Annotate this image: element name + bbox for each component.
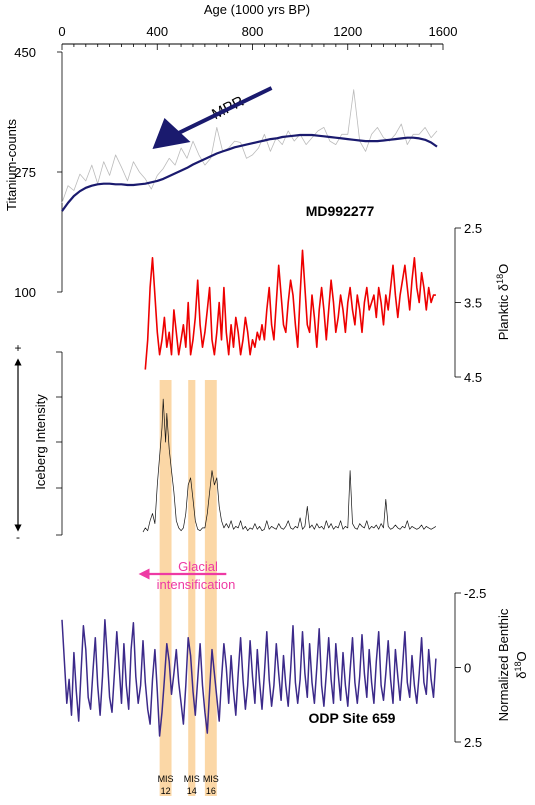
titanium-raw-line bbox=[61, 89, 438, 204]
benthic-line bbox=[61, 619, 437, 737]
panel-benthic: Normalized Benthic δ18O ODP Site 659 -2.… bbox=[61, 586, 529, 750]
benthic-y-axis-title-line1: Normalized Benthic bbox=[496, 608, 511, 721]
mis-band-label-bottom-0: 12 bbox=[161, 786, 171, 796]
planktic-y-tick-label-2.5: 2.5 bbox=[464, 221, 482, 236]
benthic-y-tick-label--2.5: -2.5 bbox=[464, 586, 486, 601]
mis-band-label-top-0: MIS bbox=[158, 774, 174, 784]
iceberg-plus-label: + bbox=[14, 341, 21, 355]
benthic-y-axis-title-delta: δ bbox=[514, 671, 529, 678]
planktic-y-axis-title: Planktic δ18O bbox=[495, 264, 511, 341]
panel-planktic: Planktic δ18O 2.5 3.5 4.5 bbox=[144, 221, 511, 385]
iceberg-line bbox=[142, 398, 437, 533]
mis-shaded-bands: MIS 12 MIS 14 MIS 16 bbox=[158, 380, 219, 796]
x-axis-title: Age (1000 yrs BP) bbox=[204, 2, 310, 17]
titanium-smoothed-line bbox=[61, 133, 438, 212]
planktic-line bbox=[144, 249, 436, 370]
mis-band-2 bbox=[204, 380, 217, 796]
mpr-arrow-shaft bbox=[173, 86, 273, 137]
glacial-intensification: Glacial intensification bbox=[138, 559, 236, 592]
x-tick-label-1600: 1600 bbox=[429, 24, 458, 39]
glacial-label-line1: Glacial bbox=[178, 559, 218, 574]
x-tick-label-0: 0 bbox=[58, 24, 65, 39]
x-axis: Age (1000 yrs BP) 0 400 800 1200 1600 bbox=[58, 2, 457, 50]
iceberg-minus-label: - bbox=[16, 530, 20, 544]
titanium-y-tick-label-100: 100 bbox=[14, 285, 36, 300]
iceberg-y-axis-title: Iceberg Intensity bbox=[33, 394, 48, 490]
benthic-y-axis-title-line2: δ18O bbox=[513, 651, 529, 678]
mis-band-label-bottom-1: 14 bbox=[187, 786, 197, 796]
x-tick-label-800: 800 bbox=[242, 24, 264, 39]
mis-band-label-bottom-2: 16 bbox=[206, 786, 216, 796]
planktic-y-axis-title-main: Planktic δ bbox=[496, 284, 511, 340]
benthic-y-tick-label-0: 0 bbox=[464, 661, 471, 676]
planktic-y-tick-label-3.5: 3.5 bbox=[464, 296, 482, 311]
mis-band-1 bbox=[188, 380, 196, 796]
x-tick-label-1200: 1200 bbox=[333, 24, 362, 39]
benthic-y-axis-title-sup: 18 bbox=[513, 661, 523, 671]
mpr-arrow-head bbox=[152, 118, 191, 149]
planktic-y-axis-title-sup: 18 bbox=[495, 274, 505, 284]
planktic-y-tick-label-4.5: 4.5 bbox=[464, 370, 482, 385]
mis-band-label-top-2: MIS bbox=[203, 774, 219, 784]
titanium-y-tick-label-275: 275 bbox=[14, 165, 36, 180]
glacial-label-line2: intensification bbox=[157, 577, 236, 592]
site-label-odp659: ODP Site 659 bbox=[309, 710, 396, 726]
benthic-y-tick-label-2.5: 2.5 bbox=[464, 735, 482, 750]
benthic-y-axis-title-tail: O bbox=[514, 651, 529, 661]
x-tick-label-400: 400 bbox=[146, 24, 168, 39]
mis-band-0 bbox=[159, 380, 172, 796]
titanium-y-tick-label-450: 450 bbox=[14, 45, 36, 60]
titanium-y-axis-title: Titanium-counts bbox=[4, 119, 19, 211]
site-label-md992277: MD992277 bbox=[306, 203, 375, 219]
mis-band-label-top-1: MIS bbox=[184, 774, 200, 784]
planktic-y-axis-title-tail: O bbox=[496, 264, 511, 274]
panel-iceberg: Iceberg Intensity + - bbox=[14, 341, 437, 544]
